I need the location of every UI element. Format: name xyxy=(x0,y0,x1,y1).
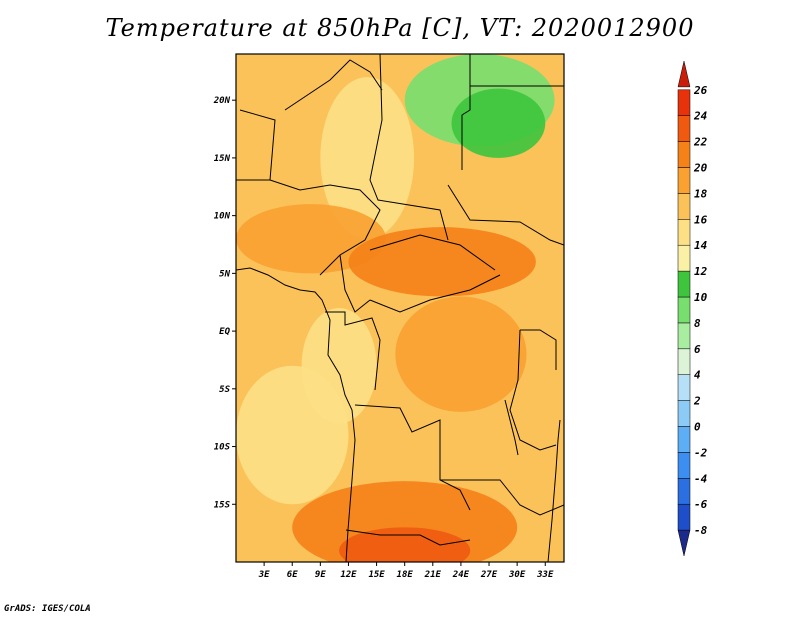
latitude-axis: 20N 15N 10N 5N EQ 5S 10S 15S xyxy=(213,96,236,510)
colorbar-swatch xyxy=(677,60,691,88)
coastline xyxy=(236,267,356,562)
colorbar-swatch xyxy=(677,141,691,168)
field-region-central-sahel xyxy=(320,77,415,239)
border-cameroon xyxy=(339,254,371,313)
lon-tick-label: 24E xyxy=(452,570,470,580)
colorbar-swatch xyxy=(677,348,691,375)
border-zambia xyxy=(440,479,564,516)
field-region-angola-cool xyxy=(348,411,424,505)
border-drc-angola xyxy=(354,404,471,511)
lat-tick-label: 10S xyxy=(214,443,231,453)
colorbar-swatch xyxy=(677,244,691,272)
lake-tanganyika xyxy=(504,399,519,456)
temperature-field xyxy=(236,54,564,562)
colorbar-swatch xyxy=(677,529,691,557)
colorbar-label: -4 xyxy=(694,472,708,485)
lon-tick-label: 21E xyxy=(424,570,442,580)
colorbar-swatch xyxy=(677,115,691,142)
border-niger xyxy=(284,59,383,111)
colorbar-label: 20 xyxy=(693,162,708,175)
colorbar-label: 8 xyxy=(694,317,701,330)
colorbar-label: 22 xyxy=(693,136,708,149)
lat-tick-label: 20N xyxy=(213,96,231,106)
colorbar-label: 10 xyxy=(694,291,708,304)
lon-tick-label: 18E xyxy=(397,570,414,580)
colorbar-swatch xyxy=(677,167,691,194)
lon-tick-label: 15E xyxy=(368,570,385,580)
colorbar-swatch xyxy=(677,374,691,401)
lon-tick-label: 9E xyxy=(315,570,326,580)
colorbar-label: -2 xyxy=(694,446,708,459)
border-chad xyxy=(369,54,449,241)
field-region-congo-warm xyxy=(395,296,527,412)
border-libya-egypt xyxy=(461,54,471,170)
colorbar-label: 4 xyxy=(694,369,701,382)
border-east xyxy=(509,329,557,451)
border-car-south xyxy=(369,274,501,313)
colorbar-label: 2 xyxy=(693,395,701,408)
colorbar-swatch xyxy=(677,89,691,116)
lat-tick-label: 5N xyxy=(219,269,230,279)
lon-tick-label: 6E xyxy=(287,570,298,580)
colorbar-label: 0 xyxy=(694,421,701,434)
colorbar-label: 12 xyxy=(694,265,708,278)
colorbar-label: 18 xyxy=(694,187,708,200)
lat-tick-label: 15S xyxy=(214,500,231,510)
map-frame xyxy=(235,53,565,563)
border-mali xyxy=(236,109,276,181)
colorbar-swatch xyxy=(677,503,691,531)
colorbar-label: 26 xyxy=(693,84,708,97)
lat-tick-label: EQ xyxy=(219,327,230,337)
colorbar-swatch xyxy=(677,322,691,350)
colorbar-swatch xyxy=(677,270,691,298)
country-borders xyxy=(236,54,564,562)
border-car-north xyxy=(369,234,496,271)
field-region-car-hot xyxy=(348,227,536,297)
border-uganda xyxy=(520,329,557,370)
colorbar-swatch xyxy=(677,219,691,246)
colorbar-label: 14 xyxy=(694,239,708,252)
grads-credit: GrADS: IGES/COLA xyxy=(4,604,91,614)
map-title: Temperature at 850hPa [C], VT: 202001290… xyxy=(105,14,695,42)
colorbar-label: -8 xyxy=(694,524,708,537)
longitude-axis: 3E 6E 9E 12E 15E 18E 21E 24E 27E 30E 33E xyxy=(258,562,554,580)
colorbar-label: 6 xyxy=(694,343,701,356)
lon-tick-label: 33E xyxy=(536,570,554,580)
colorbar-swatch xyxy=(677,400,691,427)
field-region-egypt-green-dark xyxy=(451,88,546,158)
lon-tick-label: 27E xyxy=(480,570,498,580)
east-coast xyxy=(547,419,561,562)
colorbar-label: -6 xyxy=(694,498,708,511)
field-region-sahara-nw xyxy=(236,54,349,193)
colorbar-label: 16 xyxy=(694,213,708,226)
field-region-south-hotter xyxy=(339,527,471,562)
border-gabon xyxy=(325,311,381,391)
colorbar-swatch xyxy=(677,296,691,324)
lat-tick-label: 5S xyxy=(219,385,230,395)
field-region-atlantic-cool xyxy=(236,365,349,505)
colorbar-label: 24 xyxy=(693,110,708,123)
colorbar-swatch xyxy=(677,452,691,479)
colorbar-swatch xyxy=(677,193,691,220)
lat-tick-label: 15N xyxy=(214,154,231,164)
border-angola-south xyxy=(345,529,471,546)
border-nigeria xyxy=(269,179,381,276)
lon-tick-label: 30E xyxy=(508,570,526,580)
colorbar-swatch xyxy=(677,478,691,505)
lat-tick-label: 10N xyxy=(214,212,231,222)
lon-tick-label: 12E xyxy=(340,570,357,580)
lon-tick-label: 3E xyxy=(258,570,270,580)
border-sudan xyxy=(447,184,564,246)
colorbar-swatch xyxy=(677,426,691,453)
field-region-sahel-warm xyxy=(236,204,386,274)
